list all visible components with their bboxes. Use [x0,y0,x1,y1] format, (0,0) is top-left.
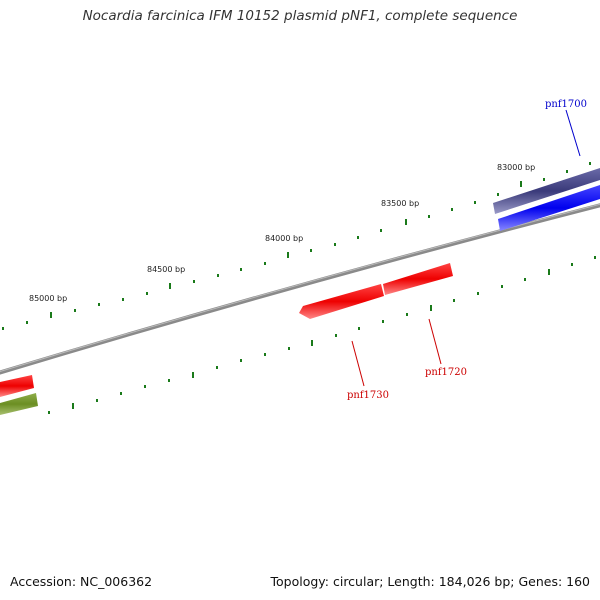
topology-stats-text: Topology: circular; Length: 184,026 bp; … [270,574,591,589]
leader-line-pnf1720 [428,318,442,365]
inner-ticks [48,256,596,414]
leader-line-pnf1700 [565,109,581,157]
gene-label-pnf1720[interactable]: pnf1720 [425,367,467,378]
ruler-label-84000: 84000 bp [265,234,303,243]
outer-ticks [2,162,591,330]
accession-text: Accession: NC_006362 [10,574,153,589]
gene-block-red-left[interactable] [0,375,34,397]
ruler-label-83500: 83500 bp [381,199,419,208]
gene-label-pnf1700[interactable]: pnf1700 [545,99,587,110]
gene-label-pnf1730[interactable]: pnf1730 [347,390,389,401]
map-title: Nocardia farcinica IFM 10152 plasmid pNF… [82,8,518,24]
gene-block-pnf1720[interactable] [383,263,453,295]
ruler-label-85000: 85000 bp [29,294,67,303]
backbone-highlight [0,203,600,373]
gene-block-pnf1700[interactable] [498,185,600,231]
backbone [0,203,600,375]
gene-block-pnf1730[interactable] [299,284,384,319]
gene-block-navy[interactable] [493,168,600,214]
leader-line-pnf1730 [351,340,365,387]
ruler-label-84500: 84500 bp [147,265,185,274]
ruler-label-83000: 83000 bp [497,163,535,172]
gene-block-olive-left[interactable] [0,393,38,415]
